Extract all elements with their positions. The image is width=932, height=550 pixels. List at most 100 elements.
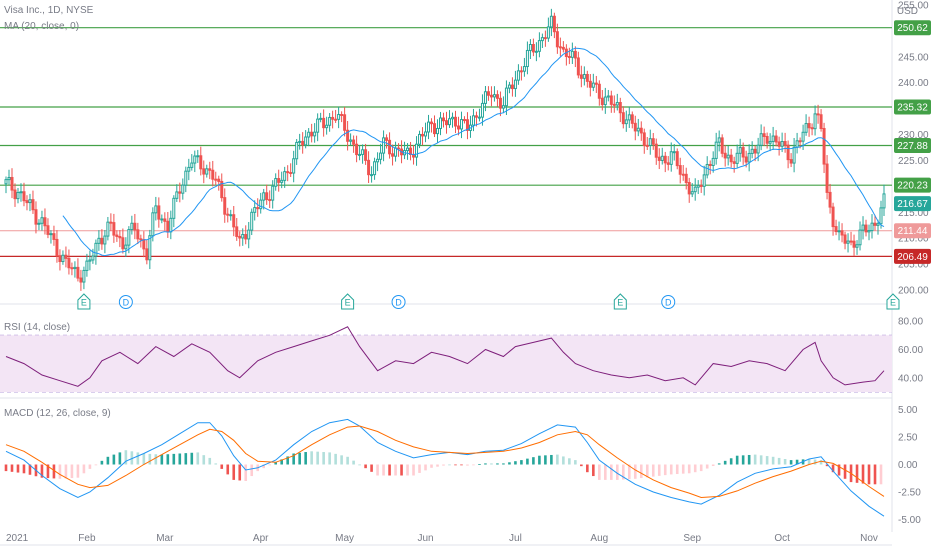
macd-histogram-bar: [394, 465, 397, 476]
candle-body: [167, 221, 169, 232]
candle-body: [380, 153, 382, 159]
candle-body: [236, 227, 238, 237]
candle-body: [290, 173, 292, 174]
macd-histogram-bar: [544, 455, 547, 464]
candle-body: [113, 223, 115, 235]
candle-body: [796, 141, 798, 147]
macd-histogram-bar: [634, 465, 637, 479]
candle-body: [110, 222, 112, 223]
candle-body: [326, 125, 328, 127]
candle-body: [520, 71, 522, 72]
candle-body: [598, 84, 600, 98]
candle-body: [215, 179, 217, 180]
candle-body: [589, 81, 591, 87]
dividend-marker[interactable]: D: [119, 296, 132, 309]
candle-body: [158, 206, 160, 219]
macd-tick-label: 5.00: [898, 405, 918, 416]
candle-body: [419, 134, 421, 144]
candle-body: [616, 103, 618, 105]
candle-body: [425, 132, 427, 136]
candle-body: [745, 157, 747, 162]
macd-histogram-bar: [71, 465, 74, 479]
macd-histogram-bar: [358, 465, 361, 466]
candle-body: [338, 114, 340, 119]
price-level-tag-label: 220.23: [897, 181, 928, 192]
rsi-title[interactable]: RSI (14, close): [4, 322, 70, 333]
candle-body: [89, 260, 91, 261]
candle-body: [817, 114, 819, 115]
candle-body: [356, 144, 358, 154]
candle-body: [457, 126, 459, 129]
candle-body: [613, 104, 615, 105]
macd-histogram-bar: [101, 461, 104, 465]
macd-histogram-bar: [496, 463, 499, 464]
candle-body: [880, 208, 882, 224]
candle-body: [481, 103, 483, 117]
earnings-marker[interactable]: E: [342, 294, 354, 309]
candle-body: [865, 225, 867, 232]
macd-histogram-bar: [682, 465, 685, 474]
candle-body: [853, 241, 855, 247]
candle-body: [697, 185, 699, 187]
price-level-tag-label: 216.67: [897, 199, 928, 210]
macd-histogram-bar: [538, 456, 541, 465]
candle-body: [107, 222, 109, 236]
candle-body: [152, 213, 154, 236]
macd-histogram-bar: [730, 458, 733, 464]
macd-histogram-bar: [454, 465, 457, 466]
candle-body: [514, 80, 516, 88]
candle-body: [416, 144, 418, 157]
macd-histogram-bar: [814, 460, 817, 465]
event-marker-label: E: [345, 298, 351, 308]
candle-body: [610, 96, 612, 104]
symbol-title[interactable]: Visa Inc., 1D, NYSE: [4, 5, 94, 16]
candle-body: [472, 116, 474, 125]
macd-histogram-bar: [89, 465, 92, 469]
macd-histogram-bar: [772, 457, 775, 465]
macd-histogram-bar: [856, 465, 859, 483]
candle-body: [398, 148, 400, 149]
candle-body: [631, 115, 633, 123]
candle-body: [685, 174, 687, 182]
macd-title[interactable]: MACD (12, 26, close, 9): [4, 408, 111, 419]
macd-histogram-bar: [574, 460, 577, 464]
candle-body: [586, 74, 588, 81]
candle-body: [32, 200, 34, 210]
candle-body: [475, 116, 477, 117]
candle-body: [688, 182, 690, 193]
candle-body: [443, 118, 445, 121]
candle-body: [440, 118, 442, 128]
candle-body: [143, 240, 145, 249]
macd-histogram-bar: [226, 465, 229, 475]
candle-body: [838, 231, 840, 232]
macd-histogram-bar: [610, 465, 613, 480]
candle-body: [182, 185, 184, 193]
candle-body: [787, 145, 789, 159]
earnings-marker[interactable]: E: [78, 294, 90, 309]
macd-histogram-bar: [250, 465, 253, 477]
ma-title[interactable]: MA (20, close, 0): [4, 21, 79, 32]
candle-body: [574, 51, 576, 58]
time-axis[interactable]: 2021 Feb Mar Apr May Jun Jul Aug Sep Oct Nov: [6, 533, 878, 544]
candle-body: [859, 230, 861, 245]
rsi-band: [0, 335, 892, 392]
candle-body: [302, 141, 304, 144]
candle-body: [856, 245, 858, 247]
candle-body: [568, 57, 570, 58]
candle-body: [850, 241, 852, 242]
earnings-marker[interactable]: E: [614, 294, 626, 309]
candle-body: [101, 238, 103, 244]
candle-body: [56, 239, 58, 255]
candle-body: [377, 159, 379, 161]
candle-body: [368, 160, 370, 174]
macd-histogram-bar: [340, 455, 343, 464]
candle-body: [868, 231, 870, 232]
dividend-marker[interactable]: D: [392, 296, 405, 309]
currency-label: USD: [897, 6, 918, 17]
candle-body: [811, 128, 813, 129]
dividend-marker[interactable]: D: [662, 296, 675, 309]
macd-histogram-bar: [107, 457, 110, 465]
candle-body: [781, 142, 783, 147]
